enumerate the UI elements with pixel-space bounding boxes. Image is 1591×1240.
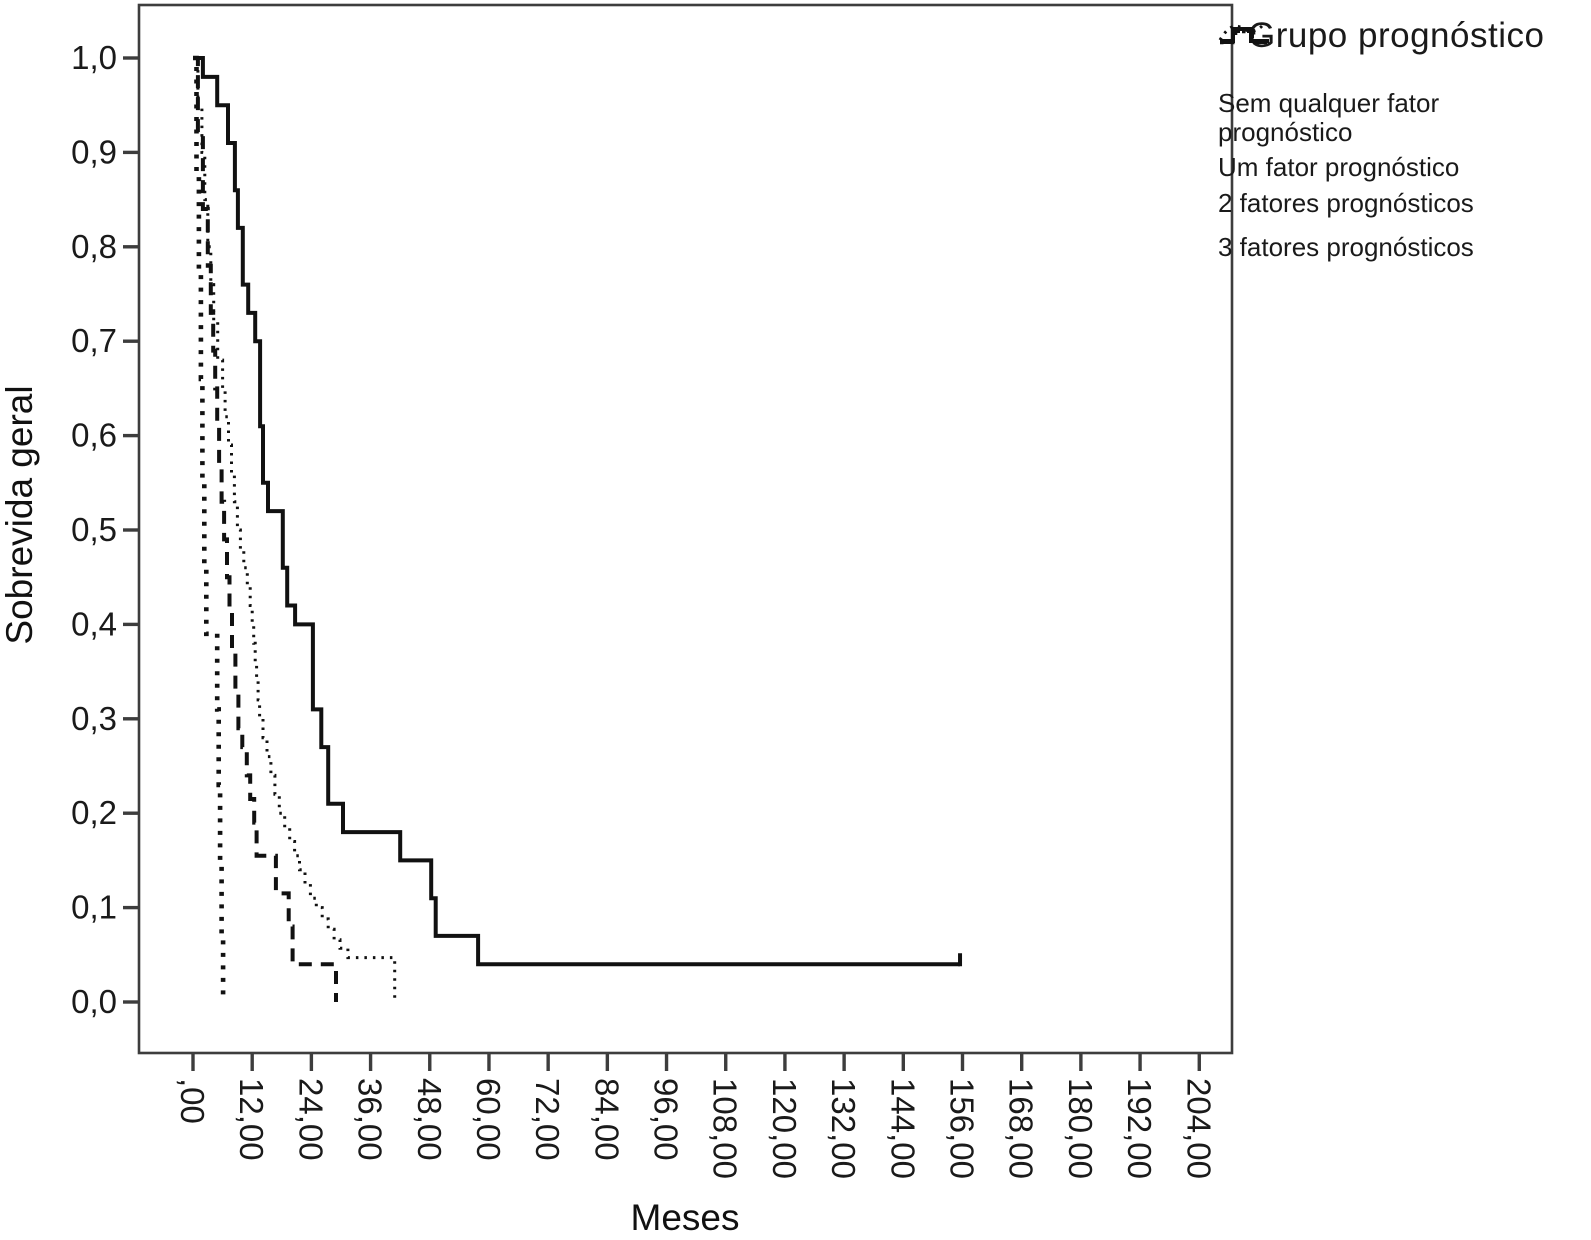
x-tick-label: 36,00: [352, 1078, 389, 1161]
legend-line-sample-bold-dotted: [1220, 28, 1265, 45]
x-tick-label: 12,00: [233, 1078, 270, 1161]
legend-entry-label: 2 fatores prognósticos: [1218, 188, 1474, 219]
x-axis-title: Meses: [631, 1197, 740, 1238]
y-tick-label: 0,4: [71, 605, 117, 642]
y-tick-label: 0,1: [71, 889, 117, 926]
x-tick-label: 108,00: [707, 1078, 744, 1179]
y-tick-label: 0,0: [71, 983, 117, 1020]
y-tick-label: 0,8: [71, 228, 117, 265]
x-tick-label: 96,00: [648, 1078, 685, 1161]
y-axis-title: Sobrevida geral: [0, 385, 40, 644]
x-tick-label: 168,00: [1003, 1078, 1040, 1179]
y-tick-label: 0,3: [71, 700, 117, 737]
x-tick-label: 144,00: [884, 1078, 921, 1179]
legend-line-sample-dashed: [1220, 29, 1268, 44]
legend-entry-2: Um fator prognóstico: [1218, 24, 1590, 183]
x-tick-label: 132,00: [825, 1078, 862, 1179]
legend-title: Grupo prognóstico: [1248, 16, 1545, 55]
legend-entry-label: Sem qualquer fator prognóstico: [1218, 88, 1440, 148]
x-tick-label: 204,00: [1180, 1078, 1217, 1179]
legend-entry-label: 3 fatores prognósticos: [1218, 232, 1474, 263]
curve-2-fatores-progn-sticos: [193, 56, 338, 1002]
curves-layer: [193, 55, 963, 1002]
x-tick-label: 72,00: [529, 1078, 566, 1161]
x-tick-label: 180,00: [1062, 1078, 1099, 1179]
x-tick-label: 156,00: [944, 1078, 981, 1179]
legend: Grupo prognóstico Sem qualquer fator prog…: [1218, 16, 1590, 263]
legend-entry-4: 3 fatores prognósticos: [1218, 28, 1590, 263]
x-tick-label: 192,00: [1121, 1078, 1158, 1179]
x-tick-label: 48,00: [411, 1078, 448, 1161]
x-tick-label: 24,00: [292, 1078, 329, 1161]
legend-entries: Sem qualquer fator prognóstico Um fator pr…: [1218, 24, 1590, 263]
legend-entry-3: 2 fatores prognósticos: [1218, 29, 1590, 219]
x-tick-label: ,00: [174, 1078, 211, 1124]
axes-layer: 0,0 0,1 0,2 0,3 0,4 0,5 0,6 0,7 0,8 0,9 1,0 ,00 12,0…: [71, 3, 1234, 1179]
legend-entry-1: Sem qualquer fator prognóstico: [1218, 27, 1590, 148]
x-tick-label: 120,00: [766, 1078, 803, 1179]
curve-3-fatores-progn-sticos: [193, 55, 226, 1002]
legend-entry-label: Um fator prognóstico: [1218, 152, 1460, 183]
plot-frame: [137, 3, 1234, 1055]
y-tick-label: 1,0: [71, 39, 117, 76]
y-tick-label: 0,6: [71, 417, 117, 454]
curve-sem-qualquer-fator-progn-stico: [193, 56, 960, 967]
y-tick-label: 0,7: [71, 322, 117, 359]
y-tick-label: 0,9: [71, 133, 117, 170]
x-tick-label: 84,00: [588, 1078, 625, 1161]
y-tick-label: 0,5: [71, 511, 117, 548]
x-tick-label: 60,00: [470, 1078, 507, 1161]
y-tick-label: 0,2: [71, 794, 117, 831]
